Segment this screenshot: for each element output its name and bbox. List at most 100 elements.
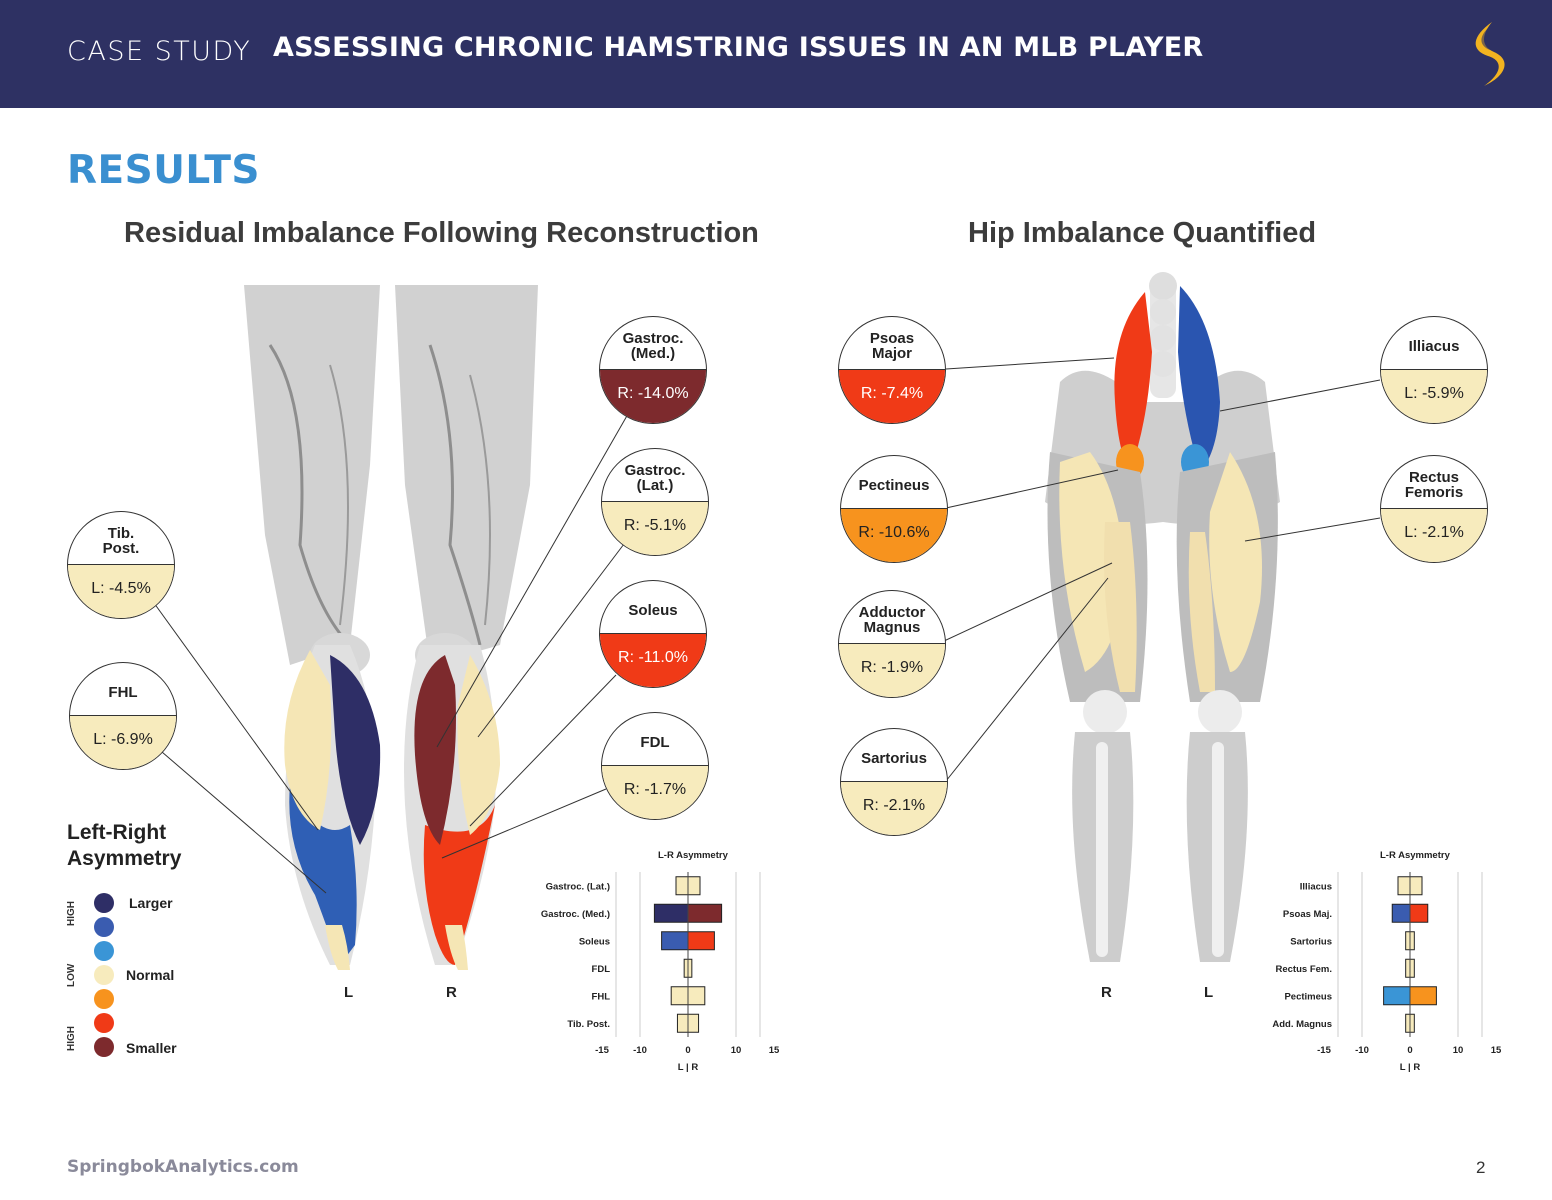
springbok-logo-icon: [1475, 22, 1505, 86]
legend-dot-larger-high: [94, 893, 114, 913]
right-section-title: Hip Imbalance Quantified: [968, 217, 1317, 249]
leg-asymmetry-chart: L-R Asymmetry Gastroc. (Lat.) Gastroc. (Me…: [541, 850, 780, 1073]
callout-gastroc-lat: Gastroc. (Lat.) R: -5.1%: [601, 448, 709, 556]
callout-soleus: Soleus R: -11.0%: [599, 580, 707, 688]
callout-name: Illiacus: [1408, 337, 1460, 355]
callout-gastroc-med: Gastroc. (Med.) R: -14.0%: [599, 316, 707, 424]
legend-dot-larger-low: [94, 941, 114, 961]
callout-value: R: -2.1%: [841, 781, 947, 835]
chart-tick-label: -10: [1355, 1045, 1369, 1056]
callout-tib-post: Tib. Post. L: -4.5%: [67, 511, 175, 619]
chart-x-axis-label: L | R: [678, 1062, 699, 1073]
chart-bar-right: [687, 986, 706, 1006]
header-bar: [0, 0, 1552, 108]
chart-bar-right: [687, 958, 693, 978]
chart-bar-left: [1391, 903, 1411, 923]
chart-title: L-R Asymmetry: [1380, 850, 1451, 861]
callout-value: R: -11.0%: [600, 633, 706, 687]
legend-label-normal: Normal: [126, 967, 175, 983]
callout-value: R: -10.6%: [841, 508, 947, 562]
legend-label-larger: Larger: [129, 895, 173, 911]
callout-name: Pectineus: [858, 476, 930, 494]
chart-bar-left: [1405, 1013, 1411, 1033]
chart-bar-left: [653, 903, 689, 923]
chart-tick-label: 10: [731, 1045, 742, 1056]
chart-bar-right: [1409, 903, 1429, 923]
case-study-label: CASE STUDY: [67, 36, 252, 67]
legend-axis-high-top: HIGH: [66, 901, 77, 926]
chart-tick-label: 15: [769, 1045, 780, 1056]
chart-bar-right: [1409, 986, 1437, 1006]
callout-fhl: FHL L: -6.9%: [69, 662, 177, 770]
hip-right-side-label: R: [1101, 984, 1112, 1001]
footer-url: SpringbokAnalytics.com: [67, 1157, 299, 1177]
chart-tick-label: 0: [1407, 1045, 1412, 1056]
callout-pectineus: Pectineus R: -10.6%: [840, 455, 948, 563]
legend-label-smaller: Smaller: [126, 1040, 177, 1056]
chart-tick-label: -10: [633, 1045, 647, 1056]
callout-name: Rectus Femoris: [1404, 469, 1464, 501]
callout-value: R: -14.0%: [600, 369, 706, 423]
legend-axis-high-bottom: HIGH: [66, 1026, 77, 1051]
callout-name: Psoas Major: [869, 330, 915, 362]
callout-value: L: -5.9%: [1381, 369, 1487, 423]
chart-bar-left: [683, 958, 689, 978]
chart-tick-label: -15: [1317, 1045, 1331, 1056]
chart-category-label: Gastroc. (Med.): [541, 909, 610, 920]
chart-bar-right: [1409, 1013, 1415, 1033]
lower-leg-anatomy-illustration: [244, 285, 538, 970]
legend-dot-normal: [94, 965, 114, 985]
callout-value: L: -2.1%: [1381, 508, 1487, 562]
chart-bar-left: [675, 876, 689, 896]
chart-tick-label: 15: [1491, 1045, 1502, 1056]
hip-anatomy-illustration: [1045, 272, 1280, 962]
callout-name: Soleus: [628, 601, 678, 619]
legend-dot-larger-mid: [94, 917, 114, 937]
callout-name: Gastroc. (Lat.): [624, 462, 686, 494]
callout-value: L: -4.5%: [68, 564, 174, 618]
callout-psoas-major: Psoas Major R: -7.4%: [838, 316, 946, 424]
chart-bar-right: [687, 903, 723, 923]
chart-bar-right: [687, 876, 701, 896]
left-section-title: Residual Imbalance Following Reconstruct…: [124, 217, 759, 249]
callout-value: R: -5.1%: [602, 501, 708, 555]
hip-left-side-label: L: [1204, 984, 1214, 1001]
callout-value: R: -1.7%: [602, 765, 708, 819]
legend-dot-smaller-mid: [94, 1013, 114, 1033]
legend-dot-smaller-low: [94, 989, 114, 1009]
chart-bar-right: [687, 931, 715, 951]
chart-bar-left: [661, 931, 689, 951]
chart-category-label: Add. Magnus: [1272, 1019, 1332, 1030]
chart-category-label: Gastroc. (Lat.): [546, 881, 610, 892]
results-heading: RESULTS: [67, 148, 261, 193]
chart-category-label: Psoas Maj.: [1283, 909, 1332, 920]
chart-bar-left: [1383, 986, 1411, 1006]
callout-illiacus: Illiacus L: -5.9%: [1380, 316, 1488, 424]
callout-value: L: -6.9%: [70, 715, 176, 769]
header-title: ASSESSING CHRONIC HAMSTRING ISSUES IN AN…: [273, 32, 1204, 63]
left-leg-label: L: [344, 984, 354, 1001]
chart-title: L-R Asymmetry: [658, 850, 729, 861]
callout-rectus-femoris: Rectus Femoris L: -2.1%: [1380, 455, 1488, 563]
chart-category-label: Illiacus: [1300, 881, 1332, 892]
legend-title-line1: Left-Right: [67, 821, 167, 844]
legend-title: Left-Right Asymmetry: [67, 820, 181, 872]
chart-bar-left: [1405, 958, 1411, 978]
chart-bar-right: [1409, 876, 1423, 896]
chart-bar-right: [1409, 931, 1415, 951]
chart-category-label: Soleus: [579, 936, 610, 947]
callout-sartorius: Sartorius R: -2.1%: [840, 728, 948, 836]
callout-value: R: -7.4%: [839, 369, 945, 423]
right-leg-label: R: [446, 984, 457, 1001]
hip-asymmetry-chart: L-R Asymmetry Illiacus Psoas Maj. Sartorius…: [1272, 850, 1502, 1073]
chart-category-label: FHL: [592, 991, 611, 1002]
callout-adductor-magnus: Adductor Magnus R: -1.9%: [838, 590, 946, 698]
chart-tick-label: 10: [1453, 1045, 1464, 1056]
chart-tick-label: -15: [595, 1045, 609, 1056]
callout-name: FHL: [108, 683, 138, 701]
legend-axis-low: LOW: [66, 963, 77, 987]
legend-title-line2: Asymmetry: [67, 847, 182, 870]
callout-fdl: FDL R: -1.7%: [601, 712, 709, 820]
